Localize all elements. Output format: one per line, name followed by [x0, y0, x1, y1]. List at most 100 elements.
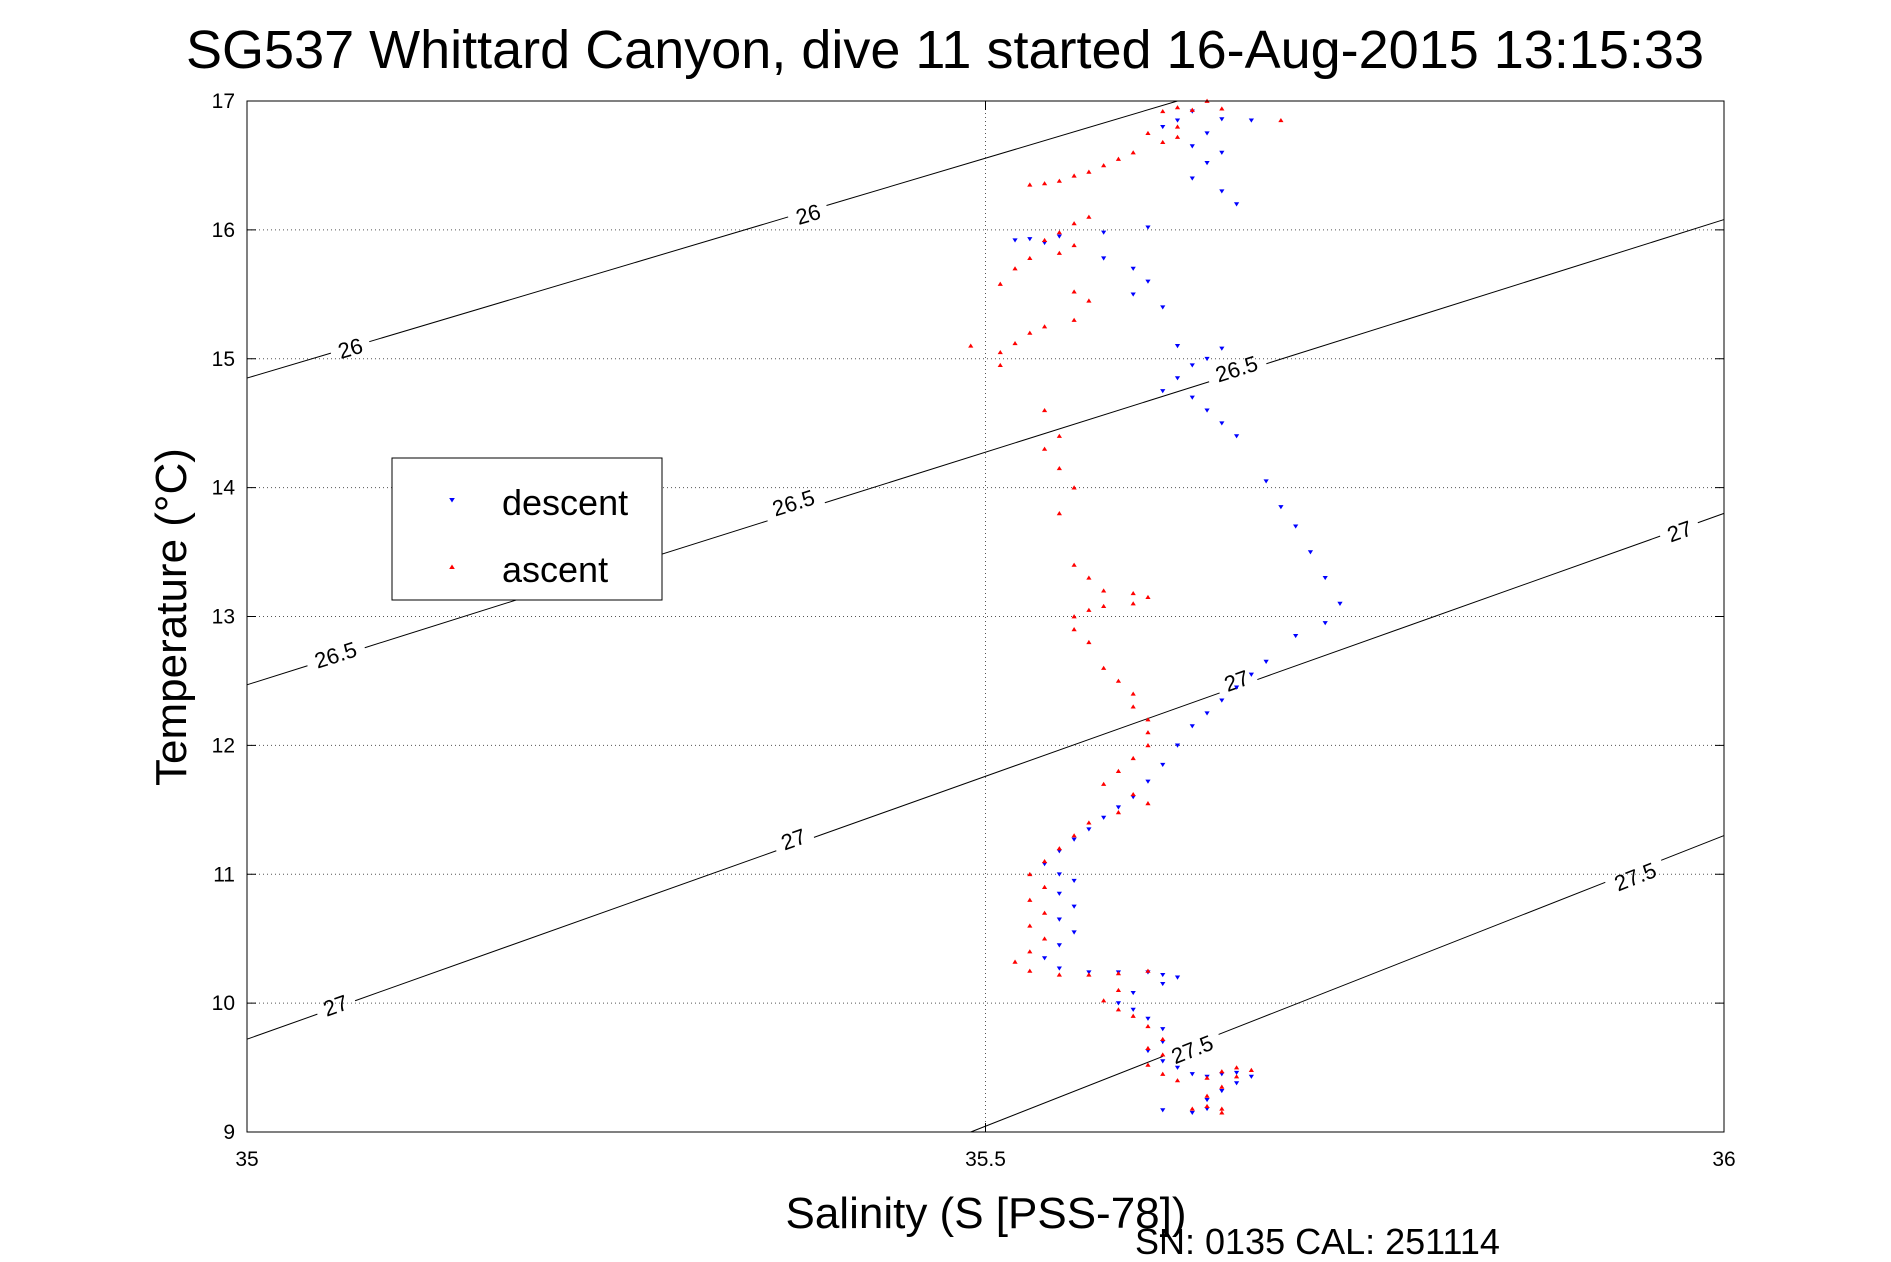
descent-point [1219, 346, 1225, 351]
descent-point [1160, 124, 1166, 130]
descent-point [1219, 150, 1225, 155]
ascent-point [1056, 433, 1062, 438]
ascent-point [1027, 897, 1033, 902]
legend-ascent-triangle [449, 564, 455, 569]
ascent-point [1145, 801, 1151, 806]
descent-point [1293, 524, 1299, 529]
descent-point [1174, 975, 1181, 980]
descent-point [1145, 779, 1151, 784]
descent-point [1189, 1072, 1195, 1077]
descent-point [1012, 238, 1018, 243]
ascent-point [1174, 124, 1181, 129]
y-tick-label: 13 [212, 606, 235, 629]
ascent-point [1071, 173, 1077, 178]
y-tick-label: 15 [212, 348, 235, 371]
ascent-point [1145, 1062, 1151, 1067]
ascent-point [1071, 833, 1077, 838]
ascent-point [1160, 1036, 1166, 1042]
ascent-point [1056, 846, 1062, 851]
density-contour-line [1697, 512, 1725, 524]
descent-point [1204, 356, 1210, 362]
legend-box [391, 457, 663, 601]
ascent-point [1101, 588, 1107, 593]
descent-point [1263, 479, 1269, 484]
descent-point [1189, 176, 1195, 181]
ascent-point [1056, 465, 1062, 471]
descent-point [1189, 144, 1195, 149]
ascent-point [1086, 820, 1092, 825]
descent-point [1204, 161, 1210, 166]
descent-point [1071, 930, 1077, 935]
legend-marker-descent [449, 498, 455, 503]
ascent-point [1071, 485, 1077, 490]
ascent-point [1056, 230, 1062, 235]
ascent-point [1130, 150, 1136, 155]
descent-point [1101, 815, 1107, 820]
ascent-point [1071, 614, 1077, 619]
ascent-point [1233, 1074, 1240, 1079]
descent-point [1248, 672, 1254, 677]
descent-point [1160, 1027, 1166, 1032]
ascent-point [1145, 1045, 1151, 1051]
descent-point [1204, 711, 1210, 716]
descent-point [1322, 576, 1328, 581]
density-contour-line [826, 100, 1178, 207]
ascent-point [1086, 214, 1092, 219]
serial-calibration-footer: SN: 0135 CAL: 251114 [1135, 1221, 1500, 1262]
descent-point [1056, 966, 1062, 971]
x-tick-label: 35 [235, 1148, 258, 1171]
descent-point [1204, 1097, 1210, 1103]
descent-point [1145, 225, 1151, 230]
descent-point [1160, 981, 1166, 987]
density-contour-line [1218, 881, 1606, 1035]
descent-point [1160, 972, 1166, 978]
descent-point [1101, 256, 1107, 261]
ascent-point [1130, 691, 1136, 696]
y-tick-label: 16 [212, 219, 235, 242]
descent-point [1130, 990, 1136, 996]
legend-marker-ascent [449, 564, 455, 569]
density-contour-line [1660, 835, 1725, 861]
ascent-point [1012, 959, 1018, 964]
ascent-point [1189, 107, 1195, 112]
density-contour-line [824, 381, 1210, 504]
descent-point [1071, 904, 1077, 909]
descent-point [1130, 266, 1136, 271]
ascent-point [1027, 923, 1033, 928]
descent-point [1189, 1110, 1195, 1116]
ascent-point [1027, 330, 1033, 335]
density-contour-line [1266, 219, 1725, 365]
ascent-point [1056, 250, 1062, 255]
ascent-point [1027, 182, 1033, 187]
ascent-point [1027, 968, 1033, 973]
descent-point [1130, 1007, 1136, 1012]
descent-point [1115, 805, 1122, 810]
ascent-point [1101, 163, 1107, 168]
x-tick-label: 36 [1712, 1148, 1735, 1171]
ascent-point [1130, 1013, 1136, 1018]
descent-point [1233, 1081, 1240, 1086]
ascent-point [1012, 340, 1018, 346]
descent-point [1248, 118, 1254, 123]
ascent-point [1145, 968, 1151, 973]
legend-label-ascent: ascent [502, 549, 608, 590]
chart-legend: descent ascent [391, 457, 663, 601]
ascent-point [1041, 324, 1048, 329]
y-axis-label: Temperature (°C) [147, 448, 196, 786]
descent-point [1174, 376, 1181, 381]
ascent-point [1101, 665, 1107, 670]
ascent-point [1130, 601, 1136, 606]
ascent-point [1115, 971, 1122, 976]
descent-point [1307, 550, 1314, 555]
ascent-point [1056, 511, 1062, 516]
descent-point [1160, 762, 1166, 768]
ascent-point [1189, 1106, 1195, 1111]
ascent-point [1204, 1075, 1210, 1080]
descent-point [1101, 230, 1107, 235]
descent-point [1189, 724, 1195, 729]
descent-point [1233, 434, 1240, 439]
ascent-point [1071, 221, 1077, 226]
ascent-point [1071, 289, 1077, 294]
ascent-point [1219, 1084, 1225, 1089]
